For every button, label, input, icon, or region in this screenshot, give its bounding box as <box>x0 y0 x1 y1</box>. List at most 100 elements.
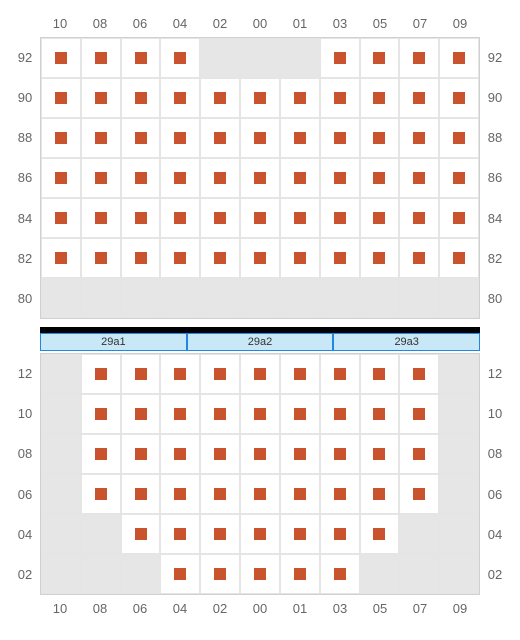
cell-available[interactable] <box>200 158 240 198</box>
cell-available[interactable] <box>320 434 360 474</box>
cell-available[interactable] <box>160 514 200 554</box>
cell-available[interactable] <box>320 354 360 394</box>
cell-available[interactable] <box>81 38 121 78</box>
cell-available[interactable] <box>360 158 400 198</box>
cell-available[interactable] <box>439 38 479 78</box>
cell-available[interactable] <box>160 474 200 514</box>
cell-available[interactable] <box>360 394 400 434</box>
cell-available[interactable] <box>160 38 200 78</box>
cell-available[interactable] <box>360 354 400 394</box>
cell-available[interactable] <box>240 474 280 514</box>
cell-available[interactable] <box>280 514 320 554</box>
cell-available[interactable] <box>121 198 161 238</box>
cell-available[interactable] <box>360 38 400 78</box>
cell-available[interactable] <box>121 118 161 158</box>
cell-available[interactable] <box>200 394 240 434</box>
cell-available[interactable] <box>320 238 360 278</box>
cell-available[interactable] <box>41 78 81 118</box>
cell-available[interactable] <box>360 78 400 118</box>
cell-available[interactable] <box>121 514 161 554</box>
cell-available[interactable] <box>41 158 81 198</box>
cell-available[interactable] <box>399 394 439 434</box>
cell-available[interactable] <box>81 434 121 474</box>
cell-available[interactable] <box>200 238 240 278</box>
cell-available[interactable] <box>160 238 200 278</box>
cell-available[interactable] <box>121 394 161 434</box>
cell-available[interactable] <box>399 474 439 514</box>
cell-available[interactable] <box>200 474 240 514</box>
cell-available[interactable] <box>360 198 400 238</box>
cell-available[interactable] <box>160 434 200 474</box>
cell-available[interactable] <box>280 198 320 238</box>
cell-available[interactable] <box>280 78 320 118</box>
cell-available[interactable] <box>200 554 240 594</box>
cell-available[interactable] <box>280 238 320 278</box>
cell-available[interactable] <box>81 78 121 118</box>
rack-label[interactable]: 29a1 <box>40 333 187 351</box>
cell-available[interactable] <box>280 474 320 514</box>
cell-available[interactable] <box>81 474 121 514</box>
cell-available[interactable] <box>360 434 400 474</box>
cell-available[interactable] <box>240 78 280 118</box>
cell-available[interactable] <box>240 158 280 198</box>
cell-available[interactable] <box>81 238 121 278</box>
cell-available[interactable] <box>360 238 400 278</box>
cell-available[interactable] <box>200 198 240 238</box>
cell-available[interactable] <box>240 198 280 238</box>
cell-available[interactable] <box>280 118 320 158</box>
cell-available[interactable] <box>121 158 161 198</box>
cell-available[interactable] <box>320 158 360 198</box>
rack-label[interactable]: 29a3 <box>333 333 480 351</box>
cell-available[interactable] <box>240 354 280 394</box>
cell-available[interactable] <box>121 38 161 78</box>
cell-available[interactable] <box>121 238 161 278</box>
cell-available[interactable] <box>320 38 360 78</box>
cell-available[interactable] <box>360 514 400 554</box>
cell-available[interactable] <box>360 118 400 158</box>
cell-available[interactable] <box>240 554 280 594</box>
cell-available[interactable] <box>200 434 240 474</box>
cell-available[interactable] <box>320 554 360 594</box>
cell-available[interactable] <box>399 238 439 278</box>
cell-available[interactable] <box>200 78 240 118</box>
cell-available[interactable] <box>280 434 320 474</box>
cell-available[interactable] <box>399 354 439 394</box>
cell-available[interactable] <box>160 118 200 158</box>
cell-available[interactable] <box>360 474 400 514</box>
cell-available[interactable] <box>320 118 360 158</box>
cell-available[interactable] <box>41 238 81 278</box>
cell-available[interactable] <box>280 158 320 198</box>
cell-available[interactable] <box>200 354 240 394</box>
cell-available[interactable] <box>240 514 280 554</box>
cell-available[interactable] <box>439 118 479 158</box>
cell-available[interactable] <box>280 354 320 394</box>
cell-available[interactable] <box>439 198 479 238</box>
cell-available[interactable] <box>399 38 439 78</box>
cell-available[interactable] <box>121 434 161 474</box>
cell-available[interactable] <box>160 158 200 198</box>
cell-available[interactable] <box>399 434 439 474</box>
cell-available[interactable] <box>200 118 240 158</box>
cell-available[interactable] <box>280 394 320 434</box>
cell-available[interactable] <box>160 354 200 394</box>
cell-available[interactable] <box>41 38 81 78</box>
cell-available[interactable] <box>160 554 200 594</box>
cell-available[interactable] <box>320 474 360 514</box>
cell-available[interactable] <box>121 474 161 514</box>
cell-available[interactable] <box>399 158 439 198</box>
cell-available[interactable] <box>121 78 161 118</box>
cell-available[interactable] <box>121 354 161 394</box>
cell-available[interactable] <box>160 198 200 238</box>
cell-available[interactable] <box>320 394 360 434</box>
cell-available[interactable] <box>240 118 280 158</box>
cell-available[interactable] <box>320 198 360 238</box>
cell-available[interactable] <box>399 118 439 158</box>
cell-available[interactable] <box>399 78 439 118</box>
cell-available[interactable] <box>240 394 280 434</box>
cell-available[interactable] <box>81 394 121 434</box>
cell-available[interactable] <box>200 514 240 554</box>
cell-available[interactable] <box>280 554 320 594</box>
cell-available[interactable] <box>41 198 81 238</box>
cell-available[interactable] <box>81 198 121 238</box>
cell-available[interactable] <box>160 78 200 118</box>
